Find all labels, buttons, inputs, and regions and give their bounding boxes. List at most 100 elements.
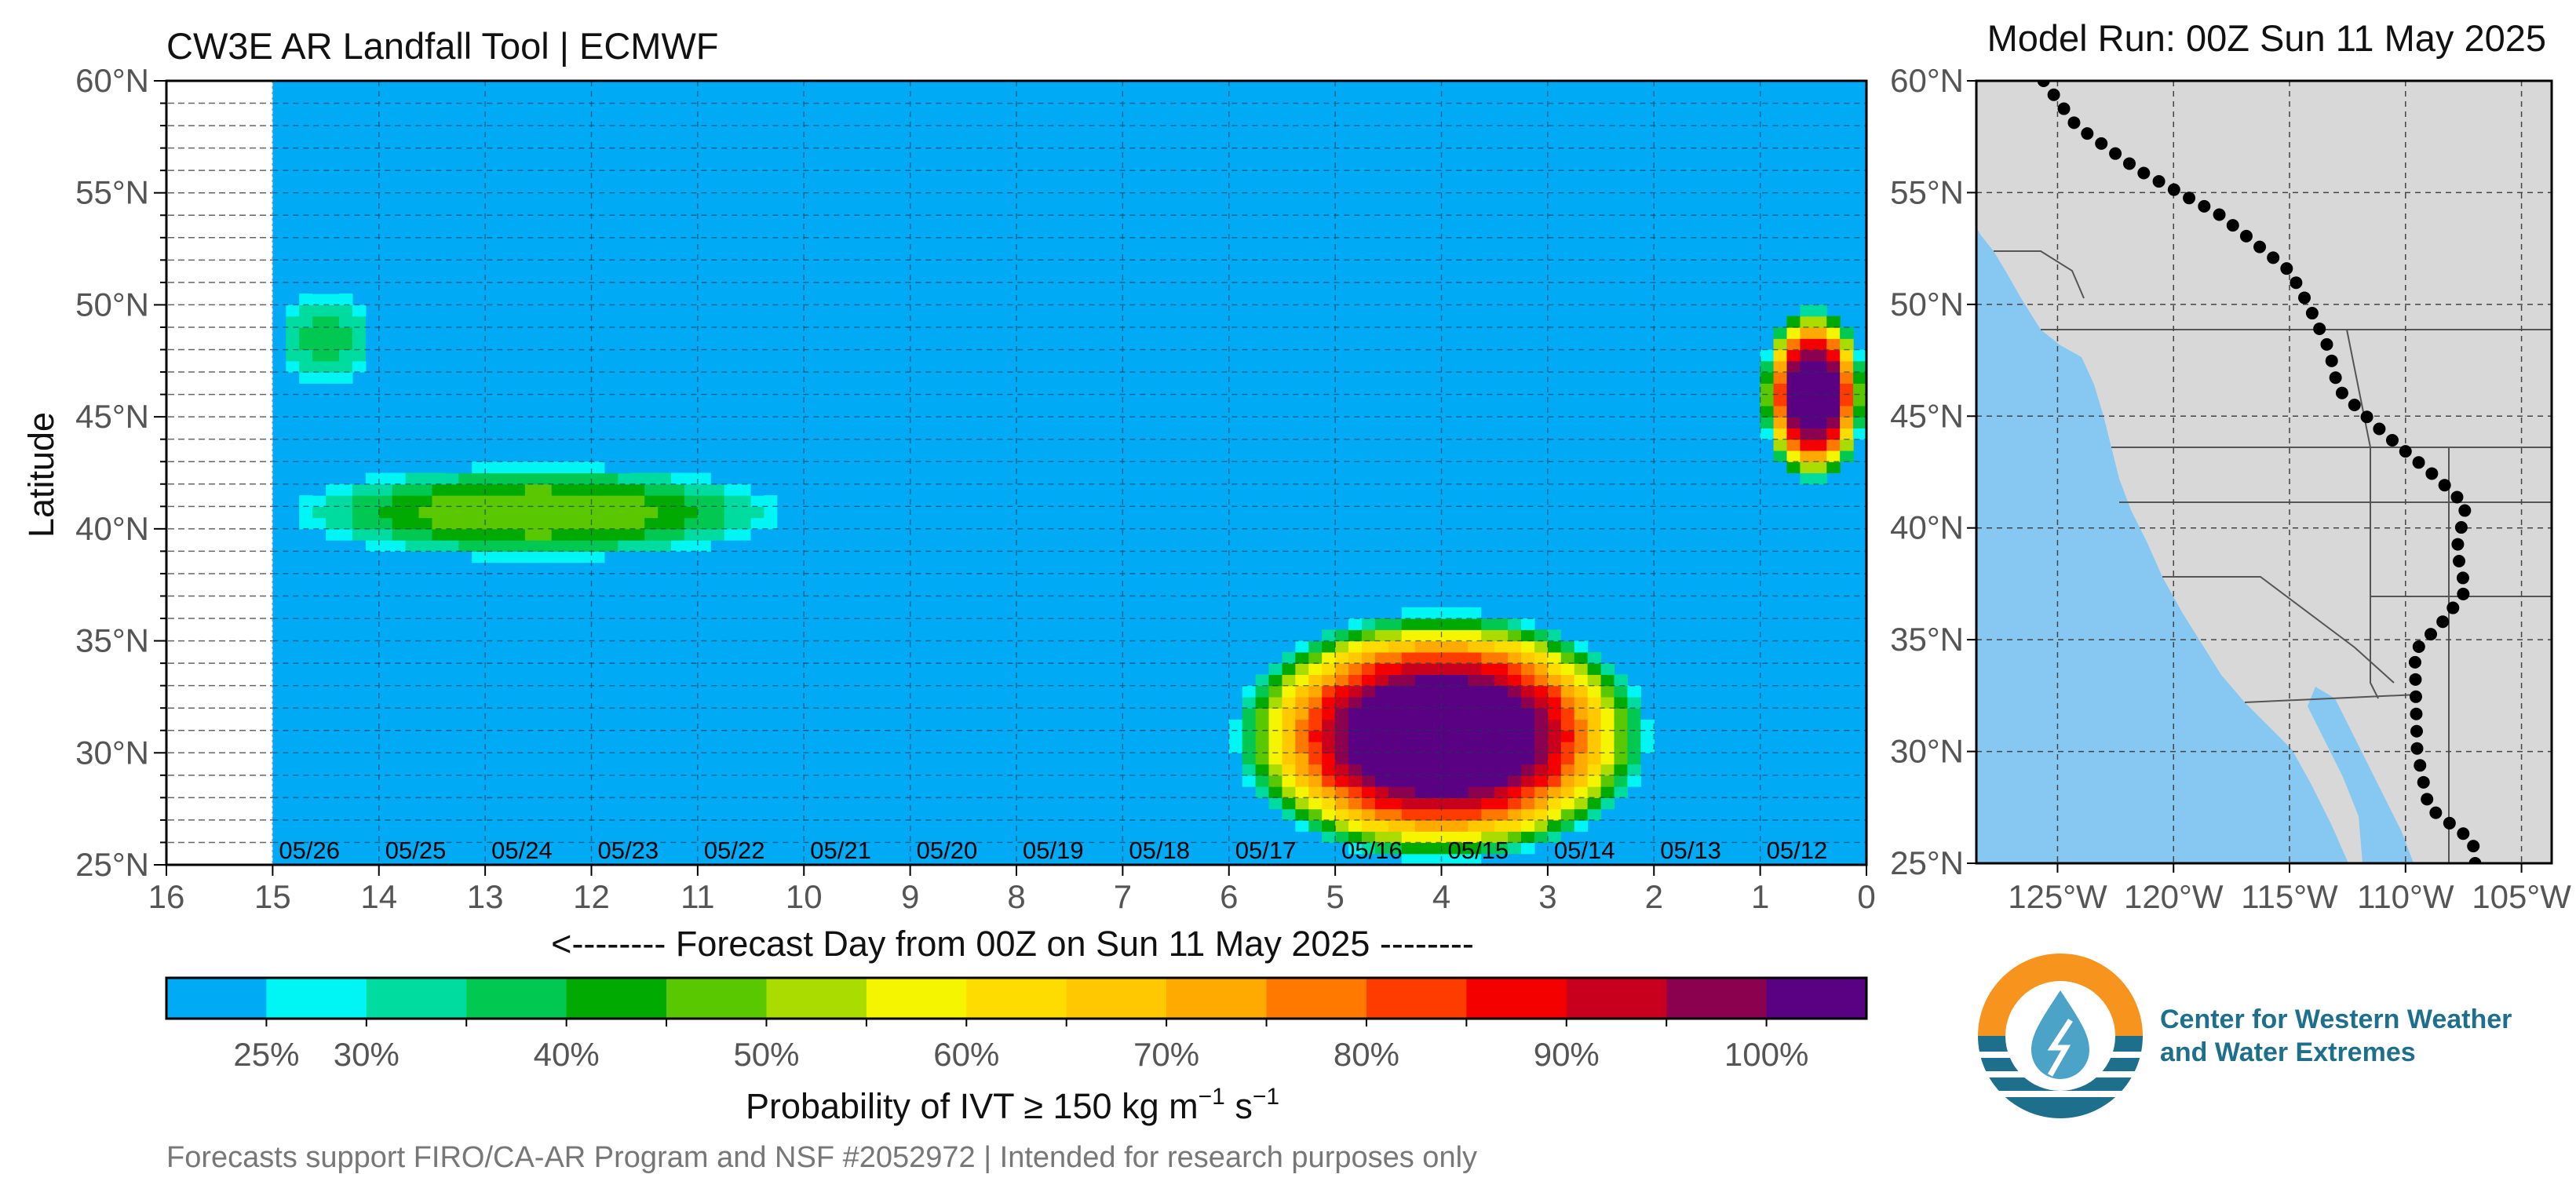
heatmap-cell xyxy=(1282,775,1296,787)
map-frame xyxy=(1975,79,2553,865)
probability-heatmap: 05/26 05/25 05/24 05/23 05/22 05/21 05/20 05/19… xyxy=(21,62,1876,964)
heatmap-cell xyxy=(1627,685,1641,698)
heatmap-cell xyxy=(511,495,526,507)
heatmap-cell xyxy=(1414,797,1429,810)
heatmap-cell xyxy=(524,495,539,507)
heatmap-cell xyxy=(1560,742,1575,753)
colorbar-swatch xyxy=(166,978,268,1019)
heatmap-cell xyxy=(1348,842,1363,855)
heatmap-cell xyxy=(445,517,459,530)
landfall-point xyxy=(2305,307,2319,320)
y-axis-label: Latitude xyxy=(21,412,61,538)
heatmap-cell xyxy=(1587,730,1602,742)
heatmap-cell xyxy=(1600,674,1615,687)
y-tick-label: 60°N xyxy=(75,62,149,99)
heatmap-cell xyxy=(1308,819,1323,832)
heatmap-cell xyxy=(286,315,300,328)
heatmap-cell xyxy=(1494,708,1509,720)
heatmap-cell xyxy=(472,540,486,552)
heatmap-cell xyxy=(352,540,367,552)
date-label: 05/26 xyxy=(279,837,340,864)
heatmap-cell xyxy=(445,506,459,519)
heatmap-cell xyxy=(1335,730,1349,742)
heatmap-cell xyxy=(498,551,513,563)
heatmap-cell xyxy=(485,517,499,530)
heatmap-cell xyxy=(1534,808,1549,821)
heatmap-cell xyxy=(750,528,765,541)
heatmap-cell xyxy=(365,315,380,328)
heatmap-cell xyxy=(618,528,632,541)
heatmap-cell xyxy=(1813,417,1827,429)
heatmap-cell xyxy=(392,495,407,507)
heatmap-cell xyxy=(1295,786,1309,798)
heatmap-cell xyxy=(338,506,353,519)
heatmap-cell xyxy=(578,472,593,485)
heatmap-cell xyxy=(1348,742,1363,753)
heatmap-cell xyxy=(498,506,513,519)
heatmap-cell xyxy=(1534,674,1549,687)
heatmap-cell xyxy=(1268,786,1283,798)
heatmap-cell xyxy=(1361,775,1376,787)
heatmap-cell xyxy=(658,483,672,496)
heatmap-cell xyxy=(352,304,367,317)
heatmap-cell xyxy=(1322,742,1336,753)
heatmap-cell xyxy=(1560,808,1575,821)
heatmap-cell xyxy=(405,528,420,541)
heatmap-cell xyxy=(1773,338,1788,351)
heatmap-cell xyxy=(299,338,313,351)
heatmap-cell xyxy=(338,528,353,541)
heatmap-cell xyxy=(524,540,539,552)
heatmap-cell xyxy=(538,483,553,496)
heatmap-cell xyxy=(1521,742,1535,753)
heatmap-cell xyxy=(524,528,539,541)
heatmap-cell xyxy=(1574,797,1589,810)
heatmap-cell xyxy=(737,483,752,496)
heatmap-cell xyxy=(1534,719,1549,731)
map-lat-label: 25°N xyxy=(1890,844,1964,881)
heatmap-cell xyxy=(1494,775,1509,787)
heatmap-cell xyxy=(578,483,593,496)
heatmap-cell xyxy=(764,517,779,530)
heatmap-cell xyxy=(1813,394,1827,407)
heatmap-cell xyxy=(1468,607,1482,619)
x-tick-label: 8 xyxy=(1007,878,1025,915)
heatmap-cell xyxy=(618,540,632,552)
colorbar-swatch xyxy=(1666,978,1768,1019)
heatmap-cell xyxy=(1800,326,1814,339)
heatmap-cell xyxy=(326,326,340,339)
landfall-point xyxy=(2425,467,2439,480)
heatmap-cell xyxy=(1414,819,1429,832)
heatmap-cell xyxy=(1627,775,1641,787)
heatmap-cell xyxy=(1534,708,1549,720)
heatmap-cell xyxy=(326,360,340,373)
heatmap-cell xyxy=(1348,786,1363,798)
landfall-point xyxy=(2313,322,2326,335)
heatmap-cell xyxy=(1454,685,1469,698)
heatmap-cell xyxy=(1521,629,1535,642)
heatmap-cell xyxy=(392,540,407,552)
heatmap-cell xyxy=(1547,742,1562,753)
heatmap-cell xyxy=(1494,618,1509,630)
heatmap-cell xyxy=(1428,629,1443,642)
heatmap-cell xyxy=(1374,685,1389,698)
heatmap-cell xyxy=(1348,708,1363,720)
colorbar-tick-label: 70% xyxy=(1133,1036,1199,1073)
heatmap-cell xyxy=(1534,730,1549,742)
landfall-point xyxy=(2047,88,2060,101)
heatmap-cell xyxy=(1282,719,1296,731)
colorbar-tick-label: 90% xyxy=(1534,1036,1600,1073)
heatmap-cell xyxy=(1361,742,1376,753)
heatmap-cell xyxy=(710,506,725,519)
heatmap-cell xyxy=(472,551,486,563)
colorbar-swatch xyxy=(1766,978,1867,1019)
heatmap-cell xyxy=(1826,349,1841,362)
heatmap-cell xyxy=(1481,696,1495,709)
map-lat-label: 45°N xyxy=(1890,397,1964,434)
heatmap-cell xyxy=(1308,708,1323,720)
colorbar-swatch xyxy=(1166,978,1268,1019)
x-tick-label: 2 xyxy=(1645,878,1663,915)
heatmap-cell xyxy=(378,517,393,530)
heatmap-cell xyxy=(1428,708,1443,720)
heatmap-cell xyxy=(1401,853,1416,865)
heatmap-cell xyxy=(737,528,752,541)
